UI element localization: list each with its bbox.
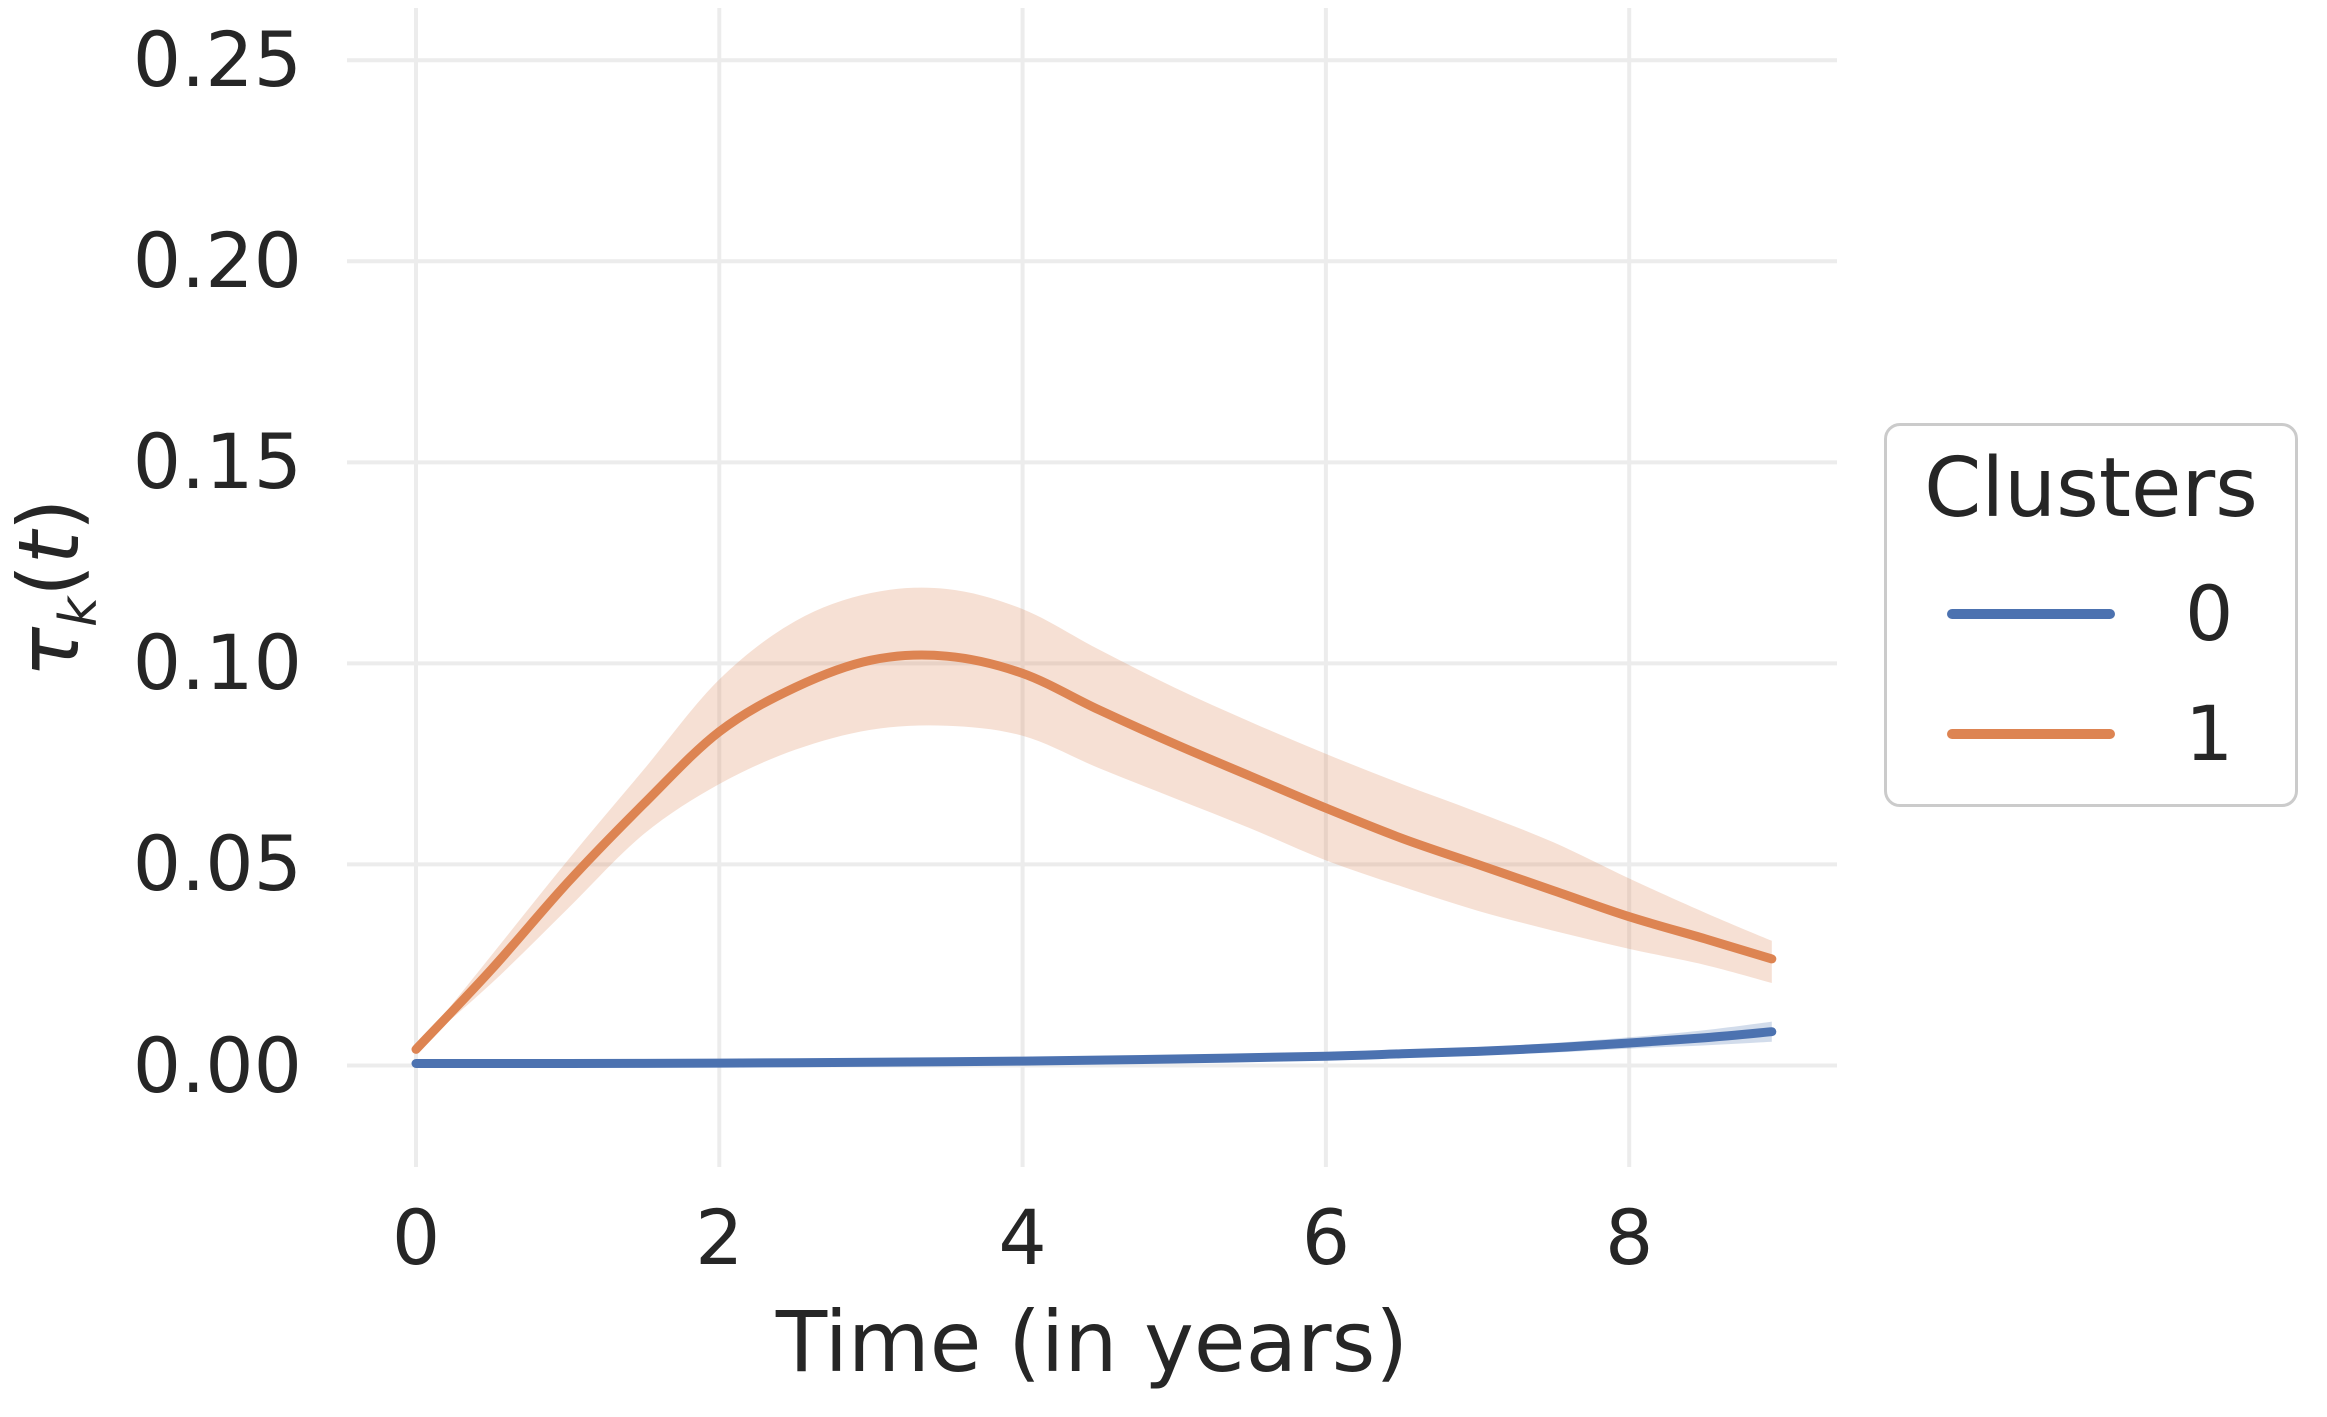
legend-entry-cluster-1: 1 <box>1887 674 2295 794</box>
confidence-band-cluster-1 <box>416 587 1772 1050</box>
ylabel-subscript: k <box>48 596 109 628</box>
y-tick-label-0.10: 0.10 <box>132 618 302 708</box>
y-tick-label-0.25: 0.25 <box>132 15 302 105</box>
x-tick-label-0: 0 <box>391 1193 441 1282</box>
x-tick-label-6: 6 <box>1301 1193 1351 1282</box>
legend-entry-label-0: 0 <box>2185 569 2234 658</box>
line-cluster-1 <box>411 650 1777 1054</box>
x-tick-label-4: 4 <box>998 1193 1047 1282</box>
ylabel-open-paren: ( <box>0 564 99 597</box>
x-axis-label: Time (in years) <box>775 1293 1409 1391</box>
ylabel-close-paren: ) <box>0 498 99 532</box>
x-tick-label-2: 2 <box>695 1193 744 1282</box>
y-tick-label-0.00: 0.00 <box>132 1020 302 1110</box>
y-tick-label-0.20: 0.20 <box>132 216 302 306</box>
ylabel-t: t <box>0 531 99 565</box>
y-axis-label: τk(t) <box>0 498 129 677</box>
legend-entry-label-1: 1 <box>2185 689 2234 778</box>
y-tick-label-0.05: 0.05 <box>132 819 302 909</box>
legend-entry-cluster-0: 0 <box>1887 554 2295 674</box>
legend-title: Clusters <box>1924 441 2258 536</box>
legend-line-sample-orange <box>1947 729 2115 739</box>
ylabel-tau: τ <box>0 627 99 678</box>
y-tick-label-0.15: 0.15 <box>132 417 302 507</box>
legend-line-sample-blue <box>1947 609 2115 619</box>
line-cluster-0 <box>411 1027 1777 1069</box>
legend: Clusters 0 1 <box>1884 423 2298 807</box>
x-tick-label-8: 8 <box>1605 1193 1654 1282</box>
